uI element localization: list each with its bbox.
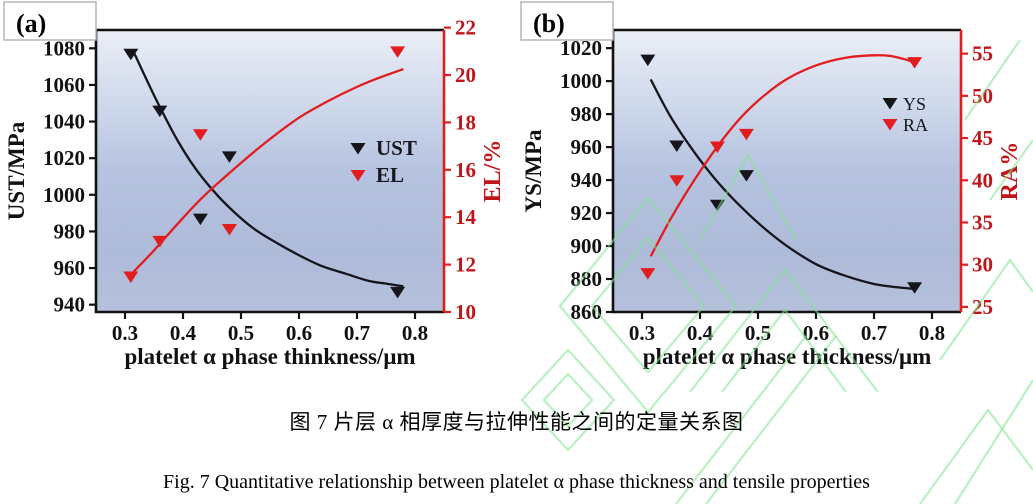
x-tick-label: 0.6 <box>286 321 312 345</box>
x-tick-label: 0.5 <box>745 321 771 345</box>
left-tick-label: 1040 <box>43 110 85 134</box>
panel-tag-label: (b) <box>533 9 565 38</box>
legend-label-ys: YS <box>903 94 926 114</box>
legend-label-ust: UST <box>376 136 417 160</box>
chart-svg-b: 0.3 0.4 0.5 0.6 0.7 0.8 860 880 900 920 940 960 980 1… <box>520 1 1023 369</box>
left-tick-label: 940 <box>571 168 603 192</box>
panel-tag-box <box>520 1 614 41</box>
data-point-el <box>192 129 208 141</box>
left-tick-label: 1000 <box>560 69 602 93</box>
caption-english: Fig. 7 Quantitative relationship between… <box>163 471 870 493</box>
panel-tag-box <box>3 1 97 41</box>
left-tick-label: 880 <box>571 267 603 291</box>
trend-curve-ra <box>649 54 912 257</box>
plot-area <box>613 30 961 312</box>
trend-curve-ust <box>132 51 404 288</box>
data-point-ra <box>738 128 754 141</box>
x-axis-title: platelet α phase thickness/μm <box>643 344 931 369</box>
data-point-el <box>390 46 406 58</box>
right-tick-label: 55 <box>972 42 993 66</box>
right-tick-label: 22 <box>455 16 476 40</box>
left-tick-label: 1060 <box>43 73 85 97</box>
data-point-ys <box>640 54 656 67</box>
legend-marker-ys <box>882 98 898 110</box>
x-tick-label: 0.7 <box>861 321 887 345</box>
data-point-ra <box>709 141 725 154</box>
right-axis-title: RA% <box>997 142 1023 201</box>
trend-curve-el <box>132 68 404 273</box>
left-tick-label: 920 <box>571 201 603 225</box>
data-point-ra <box>907 57 923 69</box>
x-tick-label: 0.8 <box>402 321 428 345</box>
left-tick-label: 980 <box>54 219 86 243</box>
x-tick-label: 0.3 <box>629 321 655 345</box>
data-point-ust <box>152 105 168 118</box>
plot-frame <box>94 28 444 314</box>
left-tick-label: 960 <box>54 256 86 280</box>
x-tick-label: 0.8 <box>919 321 945 345</box>
left-tick-label: 1000 <box>43 183 85 207</box>
x-tick-label: 0.5 <box>228 321 254 345</box>
x-axis-title: platelet α phase thinkness/μm <box>124 344 415 369</box>
right-tick-label: 12 <box>455 253 476 277</box>
left-tick-label: 980 <box>571 102 603 126</box>
legend-label-ra: RA <box>903 115 928 135</box>
data-point-ust <box>221 151 237 163</box>
panel-tag-label: (a) <box>16 9 46 38</box>
left-tick-label: 900 <box>571 234 603 258</box>
chart-panel-a: 0.3 0.4 0.5 0.6 0.7 0.8 940 960 980 1000 1020 1040 1… <box>0 0 516 378</box>
legend-label-el: EL <box>376 163 404 187</box>
left-tick-label: 860 <box>571 300 603 324</box>
x-tick-label: 0.3 <box>112 321 138 345</box>
right-tick-label: 10 <box>455 300 476 324</box>
legend-marker-ust <box>350 143 366 155</box>
right-axis-title: EL/% <box>480 140 506 203</box>
chart-panels: 0.3 0.4 0.5 0.6 0.7 0.8 940 960 980 1000 1020 1040 1… <box>0 0 1033 378</box>
left-tick-label: 1020 <box>43 146 85 170</box>
right-tick-label: 40 <box>972 168 993 192</box>
legend-marker-ra <box>882 119 898 131</box>
right-tick-label: 16 <box>455 158 476 182</box>
right-tick-label: 14 <box>455 205 477 229</box>
x-tick-label: 0.4 <box>170 321 197 345</box>
data-point-ys <box>669 140 685 152</box>
right-tick-label: 50 <box>972 84 993 108</box>
data-point-el <box>123 271 139 283</box>
data-point-ra <box>669 175 685 187</box>
chart-panel-b: 0.3 0.4 0.5 0.6 0.7 0.8 860 880 900 920 940 960 980 1… <box>517 0 1033 378</box>
right-tick-label: 25 <box>972 295 993 319</box>
caption-chinese: 图 7 片层 α 相厚度与拉伸性能之间的定量关系图 <box>289 410 744 434</box>
data-point-ust <box>123 48 139 61</box>
data-point-ys <box>907 282 923 294</box>
data-point-el <box>221 224 237 236</box>
x-tick-label: 0.4 <box>687 321 714 345</box>
right-tick-label: 35 <box>972 211 993 235</box>
legend-marker-el <box>350 170 366 182</box>
left-tick-label: 960 <box>571 135 603 159</box>
data-point-ust <box>390 286 406 299</box>
data-point-ust <box>192 213 208 226</box>
left-axis-title: UST/MPa <box>4 121 29 220</box>
data-point-el <box>152 235 168 248</box>
left-tick-label: 940 <box>54 293 86 317</box>
left-axis-title: YS/MPa <box>521 129 546 213</box>
chart-svg-a: 0.3 0.4 0.5 0.6 0.7 0.89409609801000102010401… <box>3 1 506 369</box>
right-tick-label: 18 <box>455 110 476 134</box>
right-tick-label: 30 <box>972 253 993 277</box>
x-tick-label: 0.7 <box>344 321 370 345</box>
right-tick-label: 20 <box>455 63 476 87</box>
right-tick-label: 45 <box>972 126 993 150</box>
x-tick-label: 0.6 <box>803 321 829 345</box>
plot-area <box>96 30 444 312</box>
